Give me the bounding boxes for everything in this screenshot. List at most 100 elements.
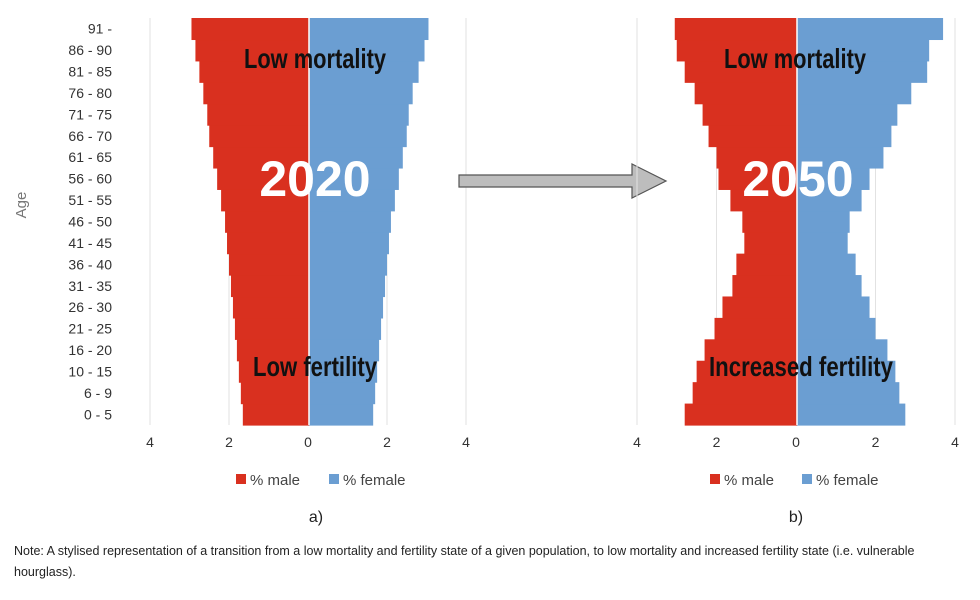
age-tick-label: 10 - 15 [68, 363, 112, 379]
bar-male-2020 [213, 146, 310, 169]
panel-label-b: b) [789, 509, 803, 526]
age-tick-label: 76 - 80 [68, 85, 112, 101]
bar-male-2020 [225, 210, 310, 233]
bar-male-2050 [718, 167, 798, 190]
bar-male-2020 [242, 403, 310, 426]
age-tick-label: 21 - 25 [68, 321, 112, 337]
bar-female-2050 [797, 82, 912, 105]
legend-label-female: % female [816, 472, 879, 489]
x-ticks-2050: 4 2 0 2 4 [633, 434, 959, 450]
legend-swatch-male [710, 474, 720, 484]
x-tick-label: 2 [713, 434, 721, 450]
bar-male-2020 [217, 167, 310, 190]
bar-female-2050 [797, 189, 862, 212]
bar-male-2020 [195, 39, 310, 62]
age-tick-label: 16 - 20 [68, 342, 112, 358]
bar-male-2020 [191, 18, 310, 41]
bar-female-2020 [309, 103, 409, 126]
bar-female-2020 [309, 382, 376, 405]
bar-male-2020 [209, 125, 310, 148]
bar-female-2050 [797, 125, 892, 148]
bar-female-2020 [309, 167, 399, 190]
age-tick-label: 71 - 75 [68, 106, 112, 122]
legend-label-male: % male [724, 472, 774, 489]
annotation-bottom-2020: Low fertility [253, 351, 377, 382]
bar-female-2050 [797, 253, 856, 276]
age-tick-label: 6 - 9 [84, 385, 112, 401]
bar-male-2020 [236, 339, 310, 362]
bar-female-2050 [797, 18, 944, 41]
bar-female-2050 [797, 382, 900, 405]
bars-2020 [191, 18, 429, 426]
bar-female-2050 [797, 275, 862, 298]
legend-label-female: % female [343, 472, 406, 489]
bar-male-2050 [722, 296, 798, 319]
legend-2050: % male % female [710, 472, 879, 489]
bar-male-2050 [676, 39, 798, 62]
bar-female-2050 [797, 167, 870, 190]
age-tick-label: 36 - 40 [68, 256, 112, 272]
annotation-bottom-2050: Increased fertility [709, 351, 893, 382]
bar-male-2050 [708, 125, 798, 148]
x-ticks-2020: 4 2 0 2 4 [146, 434, 470, 450]
bar-male-2020 [238, 360, 310, 383]
bar-female-2050 [797, 317, 876, 340]
figure-note: Note: A stylised representation of a tra… [14, 544, 915, 579]
bar-female-2020 [309, 253, 387, 276]
bar-female-2050 [797, 232, 848, 255]
annotation-top-2050: Low mortality [724, 43, 866, 74]
legend-2020: % male % female [236, 472, 406, 489]
bar-male-2050 [696, 360, 798, 383]
legend-swatch-male [236, 474, 246, 484]
pyramid-2020: 4 2 0 2 4 Low mortality 2020 Low fertility %… [146, 18, 470, 526]
bar-male-2020 [240, 382, 310, 405]
transition-arrow-icon [458, 163, 668, 199]
bar-female-2020 [309, 275, 386, 298]
bar-female-2020 [309, 39, 425, 62]
bar-male-2020 [199, 60, 310, 83]
x-tick-label: 2 [383, 434, 391, 450]
pyramid-2050: 4 2 0 2 4 Low mortality 2050 Increased ferti… [633, 18, 959, 526]
legend-label-male: % male [250, 472, 300, 489]
bar-female-2020 [309, 317, 382, 340]
bar-female-2050 [797, 403, 906, 426]
bar-male-2050 [684, 403, 798, 426]
bar-male-2020 [207, 103, 310, 126]
bar-male-2050 [732, 275, 798, 298]
bar-female-2020 [309, 339, 380, 362]
bar-male-2050 [692, 382, 798, 405]
bar-male-2020 [203, 82, 310, 105]
x-tick-label: 4 [146, 434, 154, 450]
bar-female-2020 [309, 210, 391, 233]
x-tick-label: 2 [225, 434, 233, 450]
y-axis-title: Age [13, 192, 30, 219]
bar-male-2050 [694, 82, 798, 105]
age-tick-label: 51 - 55 [68, 192, 112, 208]
bar-male-2050 [742, 210, 798, 233]
age-tick-label: 66 - 70 [68, 128, 112, 144]
bar-female-2050 [797, 360, 896, 383]
age-tick-label: 31 - 35 [68, 278, 112, 294]
annotation-top-2020: Low mortality [244, 43, 386, 74]
x-tick-label: 2 [872, 434, 880, 450]
bar-female-2020 [309, 146, 403, 169]
age-tick-label: 56 - 60 [68, 171, 112, 187]
bar-female-2050 [797, 60, 928, 83]
x-tick-label: 4 [462, 434, 470, 450]
age-tick-label: 0 - 5 [84, 406, 112, 422]
panel-label-a: a) [309, 509, 323, 526]
bar-male-2050 [716, 146, 798, 169]
bar-female-2020 [309, 82, 413, 105]
bar-female-2020 [309, 125, 407, 148]
population-pyramids-figure: Age 4 2 0 2 4 Low mortality 2020 Low fertili… [13, 18, 959, 526]
x-tick-label: 4 [951, 434, 959, 450]
bar-female-2050 [797, 103, 898, 126]
bar-female-2050 [797, 39, 930, 62]
bar-male-2050 [702, 103, 798, 126]
bar-female-2050 [797, 210, 850, 233]
bar-male-2020 [229, 253, 310, 276]
age-tick-label: 46 - 50 [68, 214, 112, 230]
bar-female-2020 [309, 232, 389, 255]
bar-female-2020 [309, 403, 374, 426]
bars-2050 [674, 18, 944, 426]
